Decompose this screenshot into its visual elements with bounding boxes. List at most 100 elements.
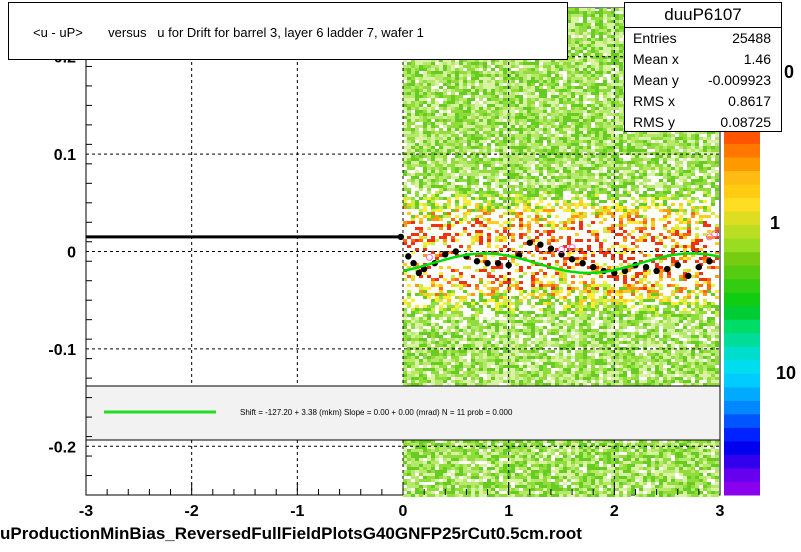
heatmap-cell [551,59,555,62]
heatmap-cell [439,344,443,347]
heatmap-cell [539,341,543,344]
heatmap-cell [435,371,439,374]
heatmap-cell [407,470,411,473]
heatmap-cell [435,377,439,380]
heatmap-cell [539,209,543,212]
heatmap-cell [547,179,551,182]
heatmap-cell [483,446,487,449]
heatmap-cell [495,176,499,179]
heatmap-cell [495,473,499,476]
heatmap-cell [411,233,415,236]
heatmap-cell [439,293,443,296]
heatmap-cell [559,110,563,113]
heatmap-cell [555,491,559,494]
heatmap-cell [411,203,415,206]
heatmap-cell [447,188,451,191]
heatmap-cell [451,446,455,449]
heatmap-cell [455,119,459,122]
heatmap-cell [531,359,535,362]
heatmap-cell [527,116,531,119]
heatmap-cell [519,110,523,113]
heatmap-cell [547,473,551,476]
heatmap-cell [431,68,435,71]
heatmap-cell [467,188,471,191]
heatmap-cell [411,251,415,254]
heatmap-cell [455,209,459,212]
heatmap-cell [431,281,435,284]
heatmap-cell [463,215,467,218]
heatmap-cell [479,467,483,470]
heatmap-cell [503,311,507,314]
heatmap-cell [519,101,523,104]
heatmap-cell [447,203,451,206]
heatmap-cell [499,215,503,218]
heatmap-cell [483,86,487,89]
heatmap-cell [407,356,411,359]
heatmap-cell [451,452,455,455]
heatmap-cell [443,197,447,200]
heatmap-cell [471,371,475,374]
heatmap-cell [503,467,507,470]
heatmap-cell [415,371,419,374]
heatmap-cell [431,302,435,305]
heatmap-cell [515,206,519,209]
heatmap-cell [463,380,467,383]
heatmap-cell [419,290,423,293]
heatmap-cell [511,359,515,362]
heatmap-cell [559,107,563,110]
heatmap-cell [531,368,535,371]
heatmap-cell [523,224,527,227]
heatmap-cell [451,146,455,149]
heatmap-cell [519,371,523,374]
heatmap-cell [503,245,507,248]
heatmap-cell [475,446,479,449]
heatmap-cell [503,62,507,65]
heatmap-cell [527,467,531,470]
heatmap-cell [475,125,479,128]
heatmap-cell [459,101,463,104]
heatmap-cell [435,473,439,476]
heatmap-cell [551,230,555,233]
heatmap-cell [435,158,439,161]
heatmap-cell [547,131,551,134]
heatmap-cell [515,167,519,170]
heatmap-cell [519,350,523,353]
heatmap-cell [471,446,475,449]
heatmap-cell [495,332,499,335]
heatmap-cell [427,158,431,161]
heatmap-cell [439,308,443,311]
heatmap-cell [491,440,495,443]
heatmap-cell [479,458,483,461]
heatmap-cell [535,467,539,470]
heatmap-cell [547,455,551,458]
heatmap-cell [535,455,539,458]
heatmap-cell [443,155,447,158]
heatmap-cell [531,104,535,107]
heatmap-cell [467,107,471,110]
heatmap-cell [431,449,435,452]
heatmap-cell [479,290,483,293]
heatmap-cell [531,254,535,257]
heatmap-cell [547,113,551,116]
heatmap-cell [499,170,503,173]
heatmap-cell [427,476,431,479]
heatmap-cell [487,92,491,95]
heatmap-cell [443,68,447,71]
heatmap-cell [451,314,455,317]
heatmap-cell [455,362,459,365]
heatmap-cell [471,467,475,470]
heatmap-cell [471,443,475,446]
heatmap-cell [479,311,483,314]
heatmap-cell [455,356,459,359]
heatmap-cell [427,479,431,482]
heatmap-cell [459,281,463,284]
heatmap-cell [475,368,479,371]
heatmap-cell [527,158,531,161]
heatmap-cell [483,122,487,125]
heatmap-cell [467,488,471,491]
heatmap-cell [531,383,535,386]
heatmap-cell [407,131,411,134]
heatmap-cell [447,164,451,167]
heatmap-cell [535,77,539,80]
heatmap-cell [555,269,559,272]
